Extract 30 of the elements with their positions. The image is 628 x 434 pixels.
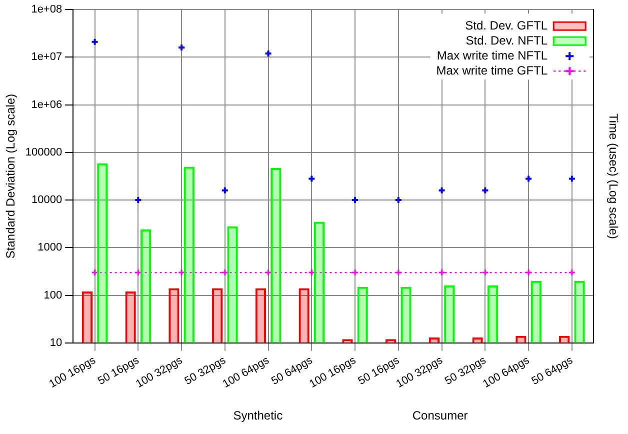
point <box>481 268 489 276</box>
y-tick-label: 1e+08 <box>31 4 62 16</box>
point <box>394 268 402 276</box>
y-tick-label: 100000 <box>25 146 62 158</box>
point <box>438 268 446 276</box>
text: Consumer <box>412 408 468 422</box>
y-tick-label: 1000 <box>38 242 62 254</box>
y-tick-label: 100 <box>44 289 62 302</box>
point <box>308 174 316 183</box>
point <box>220 186 229 194</box>
y-tick-label: 1e+07 <box>31 51 62 64</box>
legend-label: Std. Dev. GFTL <box>465 18 548 32</box>
point <box>90 38 99 46</box>
legend-label: Max write time NFTL <box>436 48 548 62</box>
point <box>568 268 576 276</box>
x-tick-label: 50 64pgs <box>530 354 576 388</box>
y-axis-title: Standard Deviation (Log scale) <box>4 94 18 259</box>
point <box>524 174 533 183</box>
legend-label: Std. Dev. NFTL <box>466 33 548 48</box>
point <box>524 268 532 276</box>
point <box>481 186 490 194</box>
point <box>351 268 359 276</box>
y-tick-label: 10 <box>50 336 62 349</box>
point <box>438 186 446 194</box>
y-tick-label: 1e+06 <box>31 98 62 111</box>
y2-axis-title: Time (usec) (Log scale) <box>606 113 620 240</box>
legend-label: Max write time GFTL <box>436 63 548 78</box>
text: Synthetic <box>233 408 283 422</box>
point <box>568 174 576 183</box>
y-tick-label: 10000 <box>32 194 62 206</box>
